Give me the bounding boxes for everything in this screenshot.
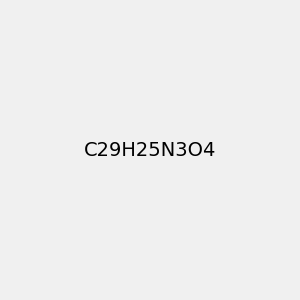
Text: C29H25N3O4: C29H25N3O4 <box>84 140 216 160</box>
